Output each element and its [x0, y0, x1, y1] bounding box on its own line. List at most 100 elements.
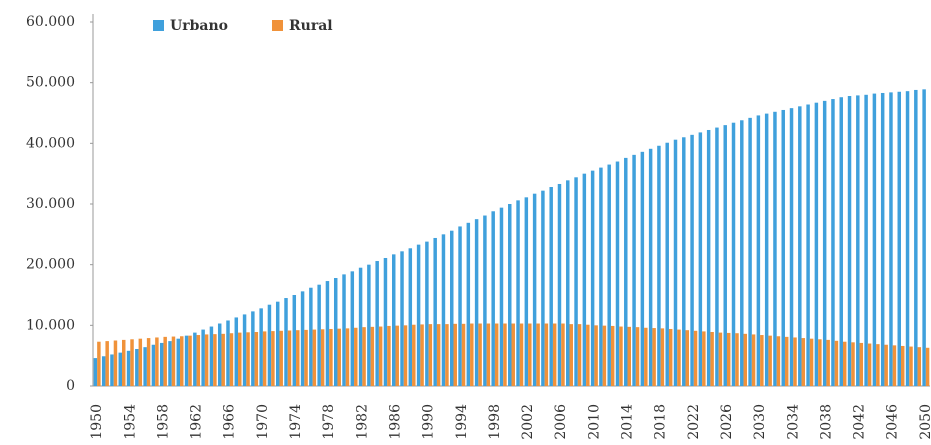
bar — [508, 204, 512, 386]
bar — [574, 177, 578, 386]
bar — [524, 197, 529, 386]
bar — [184, 335, 189, 386]
bar — [842, 341, 847, 386]
bar — [370, 326, 375, 386]
bar — [677, 329, 681, 386]
bar — [834, 340, 839, 386]
bar — [586, 324, 590, 386]
bar — [648, 148, 653, 386]
bar — [284, 298, 288, 386]
bar — [395, 325, 399, 386]
bar — [499, 207, 504, 386]
bar — [793, 337, 797, 386]
bar — [917, 347, 922, 386]
x-tick-label: 1962 — [189, 404, 205, 440]
bar — [287, 330, 292, 386]
bar — [740, 120, 744, 386]
bar — [93, 358, 98, 386]
bar — [884, 344, 888, 386]
x-tick-label: 1958 — [155, 404, 171, 440]
bar — [900, 345, 905, 386]
legend-swatch — [153, 20, 164, 31]
bar — [668, 328, 673, 386]
bar — [378, 326, 383, 386]
bar — [483, 215, 487, 386]
bar — [138, 338, 143, 386]
bar — [259, 308, 263, 386]
bar — [478, 323, 482, 386]
bar — [693, 330, 698, 386]
bar — [577, 324, 582, 386]
bar — [922, 89, 926, 386]
bar — [781, 109, 785, 386]
bar — [549, 187, 553, 386]
bar — [590, 170, 595, 386]
x-tick-label: 1990 — [421, 404, 437, 440]
x-tick-label: 1978 — [321, 404, 337, 440]
bar — [217, 323, 222, 386]
bar — [640, 151, 645, 386]
x-tick-label: 1970 — [255, 404, 271, 440]
bar — [176, 338, 181, 386]
bar — [345, 328, 350, 386]
x-tick-label: 2030 — [752, 404, 768, 440]
bar — [441, 234, 446, 386]
bar — [715, 127, 719, 386]
x-tick-label: 2002 — [520, 404, 536, 440]
bar — [582, 173, 587, 386]
bar — [847, 96, 852, 386]
bar — [466, 222, 471, 386]
bar — [660, 328, 665, 386]
bar — [317, 284, 321, 386]
bar — [657, 145, 661, 386]
bar — [292, 295, 297, 386]
bar — [702, 331, 706, 386]
bar — [453, 323, 457, 386]
bar — [358, 267, 363, 386]
bar — [143, 347, 147, 386]
bar — [362, 327, 366, 386]
bar — [764, 113, 769, 387]
x-tick-label: 1994 — [454, 404, 470, 440]
bar — [561, 323, 565, 386]
bar — [383, 257, 388, 386]
bar — [474, 219, 479, 386]
bar — [201, 329, 205, 386]
bar — [818, 339, 822, 386]
bar — [859, 342, 864, 386]
bar — [723, 125, 727, 386]
bar — [839, 97, 843, 386]
bar — [889, 92, 893, 386]
bar — [155, 337, 159, 386]
bar — [279, 330, 283, 386]
x-tick-label: 2042 — [852, 404, 868, 440]
x-tick-label: 1950 — [89, 404, 105, 440]
bar — [872, 93, 877, 386]
bar — [690, 134, 694, 386]
bar — [731, 122, 736, 386]
bar — [246, 332, 250, 386]
bar — [238, 332, 242, 386]
x-tick-label: 1986 — [387, 404, 403, 440]
x-tick-label: 2050 — [918, 404, 931, 440]
x-tick-label: 2038 — [818, 404, 834, 440]
bar — [171, 336, 176, 386]
bar — [461, 323, 466, 386]
bar — [897, 91, 901, 387]
bar — [768, 335, 772, 386]
bar — [822, 100, 827, 386]
bar — [130, 339, 134, 386]
x-tick-label: 2014 — [620, 404, 636, 440]
bar — [602, 325, 607, 386]
bar — [226, 320, 230, 386]
bar — [209, 326, 214, 386]
bar — [403, 325, 408, 386]
bar — [814, 102, 819, 386]
bar — [221, 333, 225, 386]
bar — [188, 335, 192, 386]
bar — [511, 323, 515, 386]
y-tick-label: 20.000 — [26, 257, 75, 273]
bar — [204, 334, 209, 386]
x-tick-label: 1974 — [288, 404, 304, 440]
bar — [416, 244, 421, 386]
